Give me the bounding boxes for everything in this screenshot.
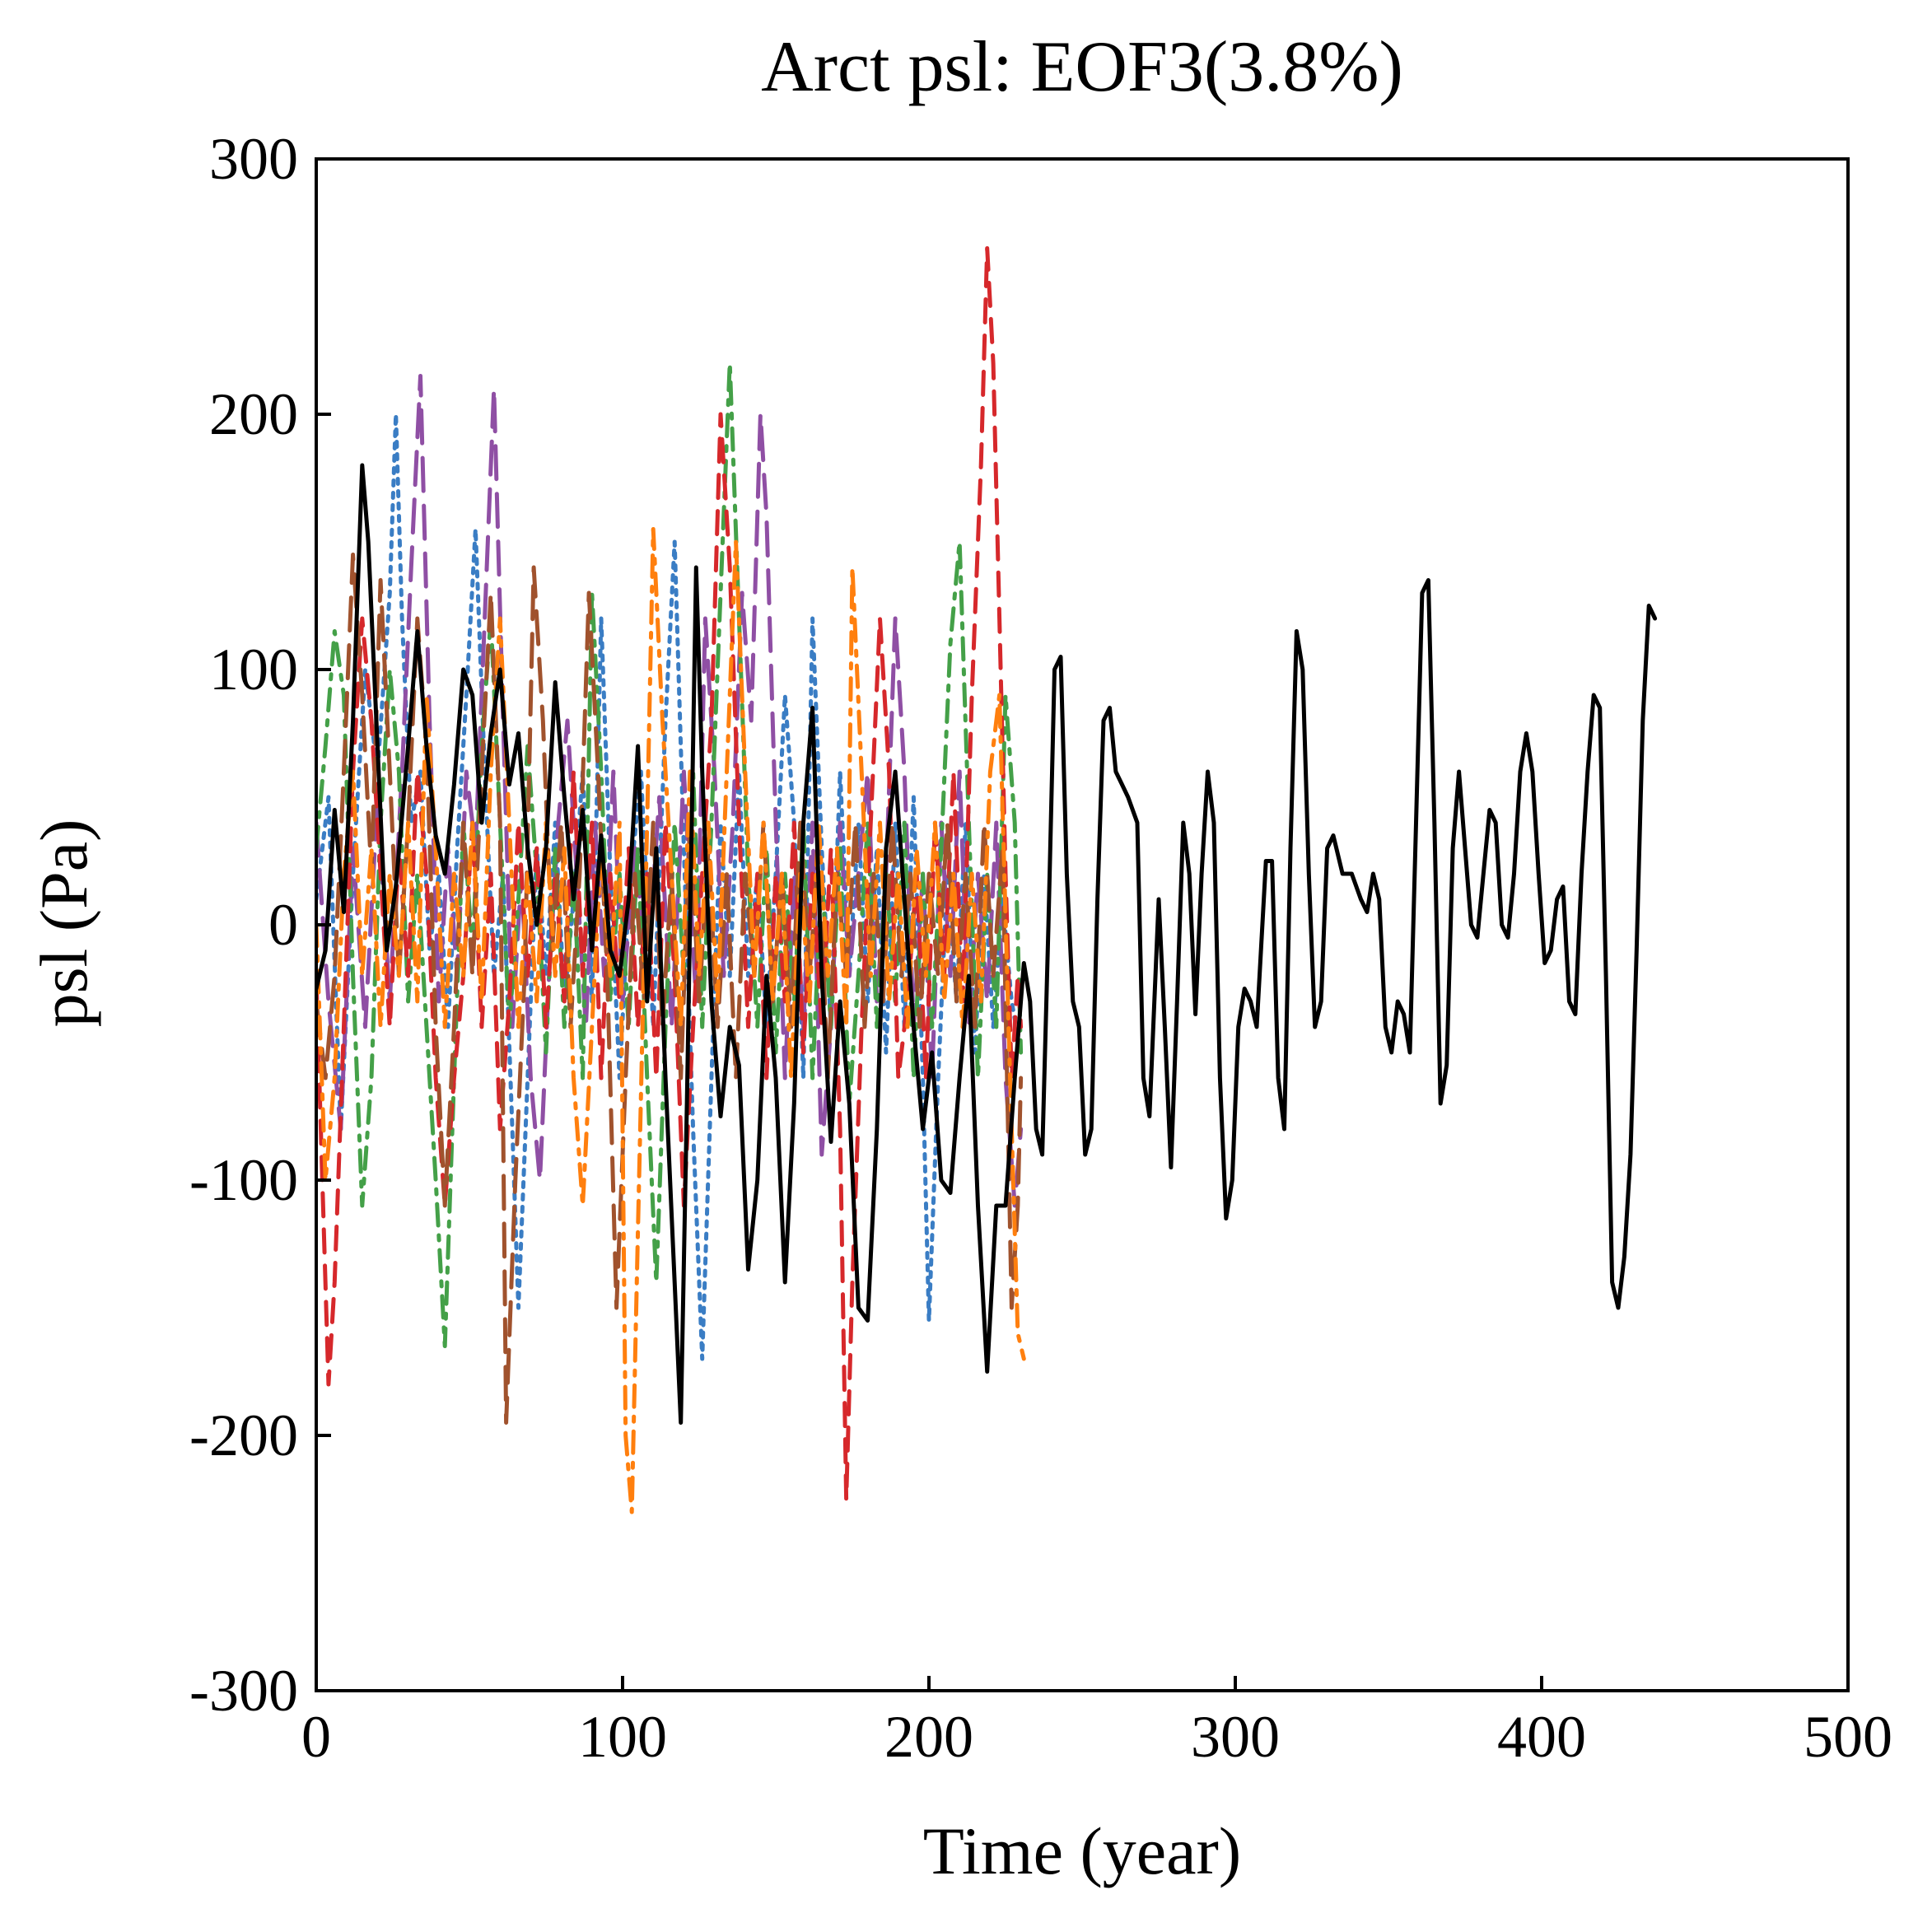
x-tick-label: 100 bbox=[578, 1704, 667, 1770]
series-line-black-solid bbox=[316, 463, 1658, 1425]
axis-ticks: 0 100 200 300 400 500 300 200 100 0 -100 -200 -300 bbox=[189, 126, 1892, 1770]
y-tick-label: -200 bbox=[189, 1402, 298, 1468]
y-axis-label: psl (Pa) bbox=[26, 819, 101, 1028]
y-tick-label: 100 bbox=[209, 637, 298, 702]
plot-area bbox=[316, 246, 1658, 1514]
plot-frame bbox=[315, 157, 1850, 1692]
chart-title: Arct psl: EOF3(3.8%) bbox=[761, 27, 1403, 107]
series-line-brown-dashed bbox=[316, 553, 1024, 1425]
y-tick-label: -300 bbox=[189, 1658, 298, 1724]
series-line-orange-dashdot bbox=[316, 527, 1026, 1514]
y-tick-label: 200 bbox=[209, 381, 298, 447]
x-tick-label: 400 bbox=[1497, 1704, 1586, 1770]
y-tick-label: 300 bbox=[209, 126, 298, 192]
y-tick-label: 0 bbox=[268, 892, 298, 958]
y-tick-label: -100 bbox=[189, 1147, 298, 1213]
x-tick-label: 500 bbox=[1804, 1704, 1892, 1770]
x-tick-label: 200 bbox=[884, 1704, 973, 1770]
x-tick-label: 0 bbox=[301, 1704, 331, 1770]
x-tick-label: 300 bbox=[1191, 1704, 1280, 1770]
x-axis-label: Time (year) bbox=[923, 1813, 1241, 1888]
